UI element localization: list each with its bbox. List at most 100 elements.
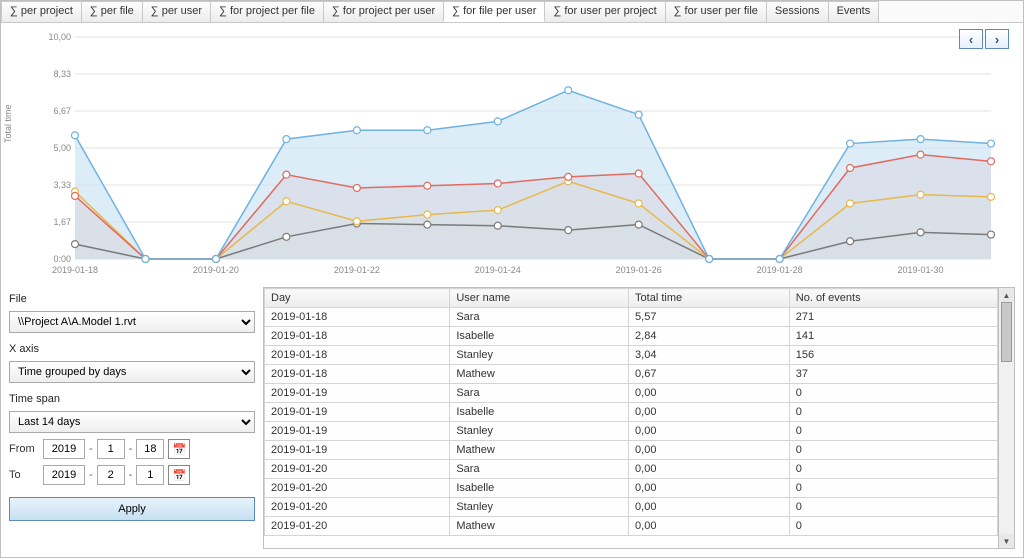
chart-next-button[interactable]: › bbox=[985, 29, 1009, 49]
from-day-input[interactable] bbox=[136, 439, 164, 459]
scroll-down-arrow-icon[interactable]: ▼ bbox=[999, 534, 1014, 548]
scroll-up-arrow-icon[interactable]: ▲ bbox=[999, 288, 1014, 302]
to-year-input[interactable] bbox=[43, 465, 85, 485]
table-row[interactable]: 2019-01-19Sara0,000 bbox=[265, 384, 998, 403]
column-header[interactable]: Total time bbox=[629, 289, 790, 308]
scroll-thumb[interactable] bbox=[1001, 302, 1012, 362]
table-cell: Mathew bbox=[450, 517, 629, 536]
file-select[interactable]: \\Project A\A.Model 1.rvt bbox=[9, 311, 255, 333]
table-row[interactable]: 2019-01-20Isabelle0,000 bbox=[265, 479, 998, 498]
tab-item[interactable]: ∑ for user per project bbox=[544, 1, 665, 22]
sep-icon: - bbox=[89, 443, 93, 455]
table-cell: 0 bbox=[789, 403, 997, 422]
sep-icon: - bbox=[129, 469, 133, 481]
tab-item[interactable]: ∑ for file per user bbox=[443, 1, 545, 22]
table-body: 2019-01-18Sara5,572712019-01-18Isabelle2… bbox=[265, 308, 998, 536]
from-calendar-button[interactable]: 📅 bbox=[168, 439, 190, 459]
table-cell: 0 bbox=[789, 384, 997, 403]
table-row[interactable]: 2019-01-18Sara5,57271 bbox=[265, 308, 998, 327]
table-cell: 0 bbox=[789, 422, 997, 441]
table-cell: 2019-01-20 bbox=[265, 479, 450, 498]
table-header-row: DayUser nameTotal timeNo. of events bbox=[265, 289, 998, 308]
svg-text:2019-01-28: 2019-01-28 bbox=[757, 265, 803, 275]
tab-item[interactable]: Sessions bbox=[766, 1, 829, 22]
table-cell: 3,04 bbox=[629, 346, 790, 365]
apply-button[interactable]: Apply bbox=[9, 497, 255, 521]
table-cell: 156 bbox=[789, 346, 997, 365]
to-row: To - - 📅 bbox=[9, 465, 255, 485]
table-cell: 2019-01-20 bbox=[265, 517, 450, 536]
table-row[interactable]: 2019-01-18Stanley3,04156 bbox=[265, 346, 998, 365]
table-cell: 2019-01-20 bbox=[265, 460, 450, 479]
vertical-scrollbar[interactable]: ▲ ▼ bbox=[998, 288, 1014, 548]
column-header[interactable]: User name bbox=[450, 289, 629, 308]
column-header[interactable]: No. of events bbox=[789, 289, 997, 308]
tab-item[interactable]: ∑ per project bbox=[1, 1, 82, 22]
table-scroll[interactable]: DayUser nameTotal timeNo. of events 2019… bbox=[264, 288, 998, 548]
svg-text:5,00: 5,00 bbox=[53, 143, 71, 153]
tab-item[interactable]: ∑ for project per file bbox=[210, 1, 324, 22]
to-day-input[interactable] bbox=[136, 465, 164, 485]
sep-icon: - bbox=[129, 443, 133, 455]
table-cell: 2019-01-19 bbox=[265, 403, 450, 422]
table-cell: 0 bbox=[789, 517, 997, 536]
table-row[interactable]: 2019-01-19Isabelle0,000 bbox=[265, 403, 998, 422]
table-cell: 37 bbox=[789, 365, 997, 384]
tab-item[interactable]: Events bbox=[828, 1, 880, 22]
table-cell: Sara bbox=[450, 308, 629, 327]
timespan-select[interactable]: Last 14 days bbox=[9, 411, 255, 433]
svg-text:1,67: 1,67 bbox=[53, 217, 71, 227]
table-cell: Stanley bbox=[450, 422, 629, 441]
from-row: From - - 📅 bbox=[9, 439, 255, 459]
controls-panel: File \\Project A\A.Model 1.rvt X axis Ti… bbox=[9, 287, 255, 549]
table-cell: Isabelle bbox=[450, 327, 629, 346]
xaxis-label: X axis bbox=[9, 343, 255, 355]
xaxis-select[interactable]: Time grouped by days bbox=[9, 361, 255, 383]
lower-panel: File \\Project A\A.Model 1.rvt X axis Ti… bbox=[1, 283, 1023, 557]
table-row[interactable]: 2019-01-19Stanley0,000 bbox=[265, 422, 998, 441]
column-header[interactable]: Day bbox=[265, 289, 450, 308]
file-label: File bbox=[9, 293, 255, 305]
table-cell: 2,84 bbox=[629, 327, 790, 346]
svg-text:2019-01-24: 2019-01-24 bbox=[475, 265, 521, 275]
table-cell: 0,00 bbox=[629, 517, 790, 536]
table-row[interactable]: 2019-01-18Mathew0,6737 bbox=[265, 365, 998, 384]
svg-text:2019-01-26: 2019-01-26 bbox=[616, 265, 662, 275]
to-calendar-button[interactable]: 📅 bbox=[168, 465, 190, 485]
chart-svg: 0:001,673,335,006,678,3310,002019-01-182… bbox=[31, 31, 1011, 279]
table-row[interactable]: 2019-01-20Sara0,000 bbox=[265, 460, 998, 479]
data-table: DayUser nameTotal timeNo. of events 2019… bbox=[264, 288, 998, 536]
svg-text:6,67: 6,67 bbox=[53, 106, 71, 116]
tab-item[interactable]: ∑ per file bbox=[81, 1, 143, 22]
svg-text:2019-01-22: 2019-01-22 bbox=[334, 265, 380, 275]
app-window: ∑ per project∑ per file∑ per user∑ for p… bbox=[0, 0, 1024, 558]
calendar-icon: 📅 bbox=[172, 443, 186, 456]
table-cell: 0 bbox=[789, 479, 997, 498]
chart-y-label: Total time bbox=[3, 104, 13, 143]
table-cell: Mathew bbox=[450, 441, 629, 460]
from-year-input[interactable] bbox=[43, 439, 85, 459]
table-row[interactable]: 2019-01-20Stanley0,000 bbox=[265, 498, 998, 517]
tab-item[interactable]: ∑ for user per file bbox=[665, 1, 767, 22]
table-row[interactable]: 2019-01-19Mathew0,000 bbox=[265, 441, 998, 460]
table-row[interactable]: 2019-01-20Mathew0,000 bbox=[265, 517, 998, 536]
table-wrap: DayUser nameTotal timeNo. of events 2019… bbox=[263, 287, 1015, 549]
tab-item[interactable]: ∑ per user bbox=[142, 1, 211, 22]
table-cell: 141 bbox=[789, 327, 997, 346]
chart-nav: ‹ › bbox=[959, 29, 1009, 49]
svg-text:8,33: 8,33 bbox=[53, 69, 71, 79]
table-row[interactable]: 2019-01-18Isabelle2,84141 bbox=[265, 327, 998, 346]
table-cell: Mathew bbox=[450, 365, 629, 384]
to-month-input[interactable] bbox=[97, 465, 125, 485]
table-cell: 2019-01-18 bbox=[265, 327, 450, 346]
svg-text:10,00: 10,00 bbox=[48, 32, 71, 42]
from-label: From bbox=[9, 443, 39, 455]
table-cell: 2019-01-19 bbox=[265, 422, 450, 441]
chart-area: ‹ › Total time 0:001,673,335,006,678,331… bbox=[1, 23, 1023, 283]
chart-prev-button[interactable]: ‹ bbox=[959, 29, 983, 49]
tab-item[interactable]: ∑ for project per user bbox=[323, 1, 444, 22]
table-cell: 0,00 bbox=[629, 403, 790, 422]
table-cell: 0,00 bbox=[629, 479, 790, 498]
from-month-input[interactable] bbox=[97, 439, 125, 459]
table-cell: Stanley bbox=[450, 346, 629, 365]
